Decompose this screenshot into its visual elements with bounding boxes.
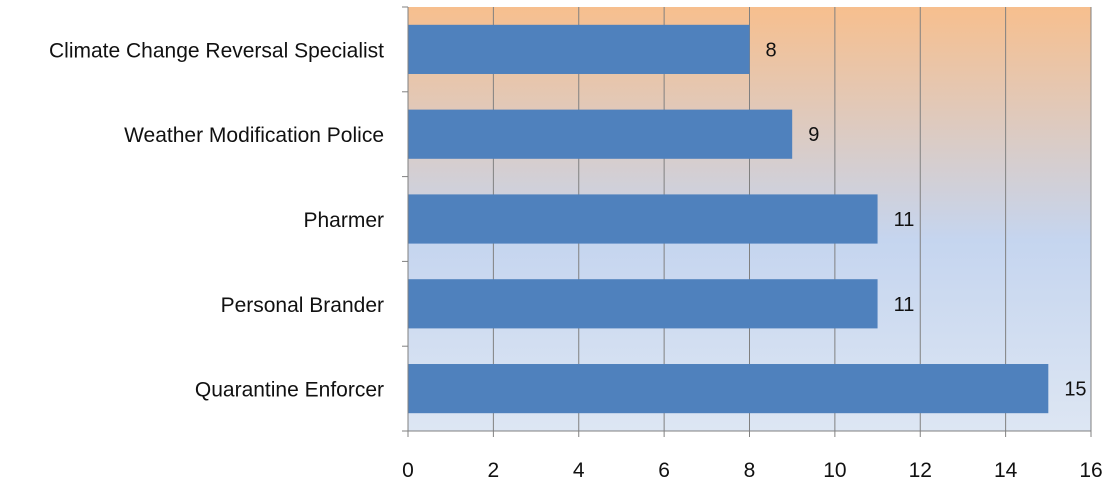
bar: [408, 109, 793, 159]
data-label: 8: [766, 39, 777, 61]
bar: [408, 279, 878, 329]
axes: [402, 6, 1092, 437]
x-tick-label: 2: [488, 459, 500, 482]
category-label: Quarantine Enforcer: [195, 379, 384, 402]
x-tick-label: 4: [573, 459, 585, 482]
x-tick-label: 8: [744, 459, 756, 482]
category-label: Personal Brander: [221, 294, 384, 317]
x-tick-label: 12: [909, 459, 932, 482]
bar: [408, 364, 1049, 414]
category-label: Pharmer: [303, 209, 384, 232]
x-tick-label: 14: [994, 459, 1018, 482]
category-label: Weather Modification Police: [124, 124, 384, 147]
data-label: 11: [894, 209, 915, 231]
bar: [408, 194, 878, 244]
x-tick-label: 16: [1079, 459, 1102, 482]
x-tick-label: 0: [402, 459, 414, 482]
data-label: 11: [894, 294, 915, 316]
bar: [408, 24, 750, 74]
data-label: 9: [808, 124, 819, 146]
x-tick-label: 6: [658, 459, 670, 482]
x-tick-label: 10: [823, 459, 846, 482]
data-label: 15: [1064, 379, 1086, 401]
bars: [408, 24, 1049, 414]
labels: 8 Climate Change Reversal Specialist 9 Weat…: [49, 39, 1103, 482]
category-label: Climate Change Reversal Specialist: [49, 39, 384, 62]
